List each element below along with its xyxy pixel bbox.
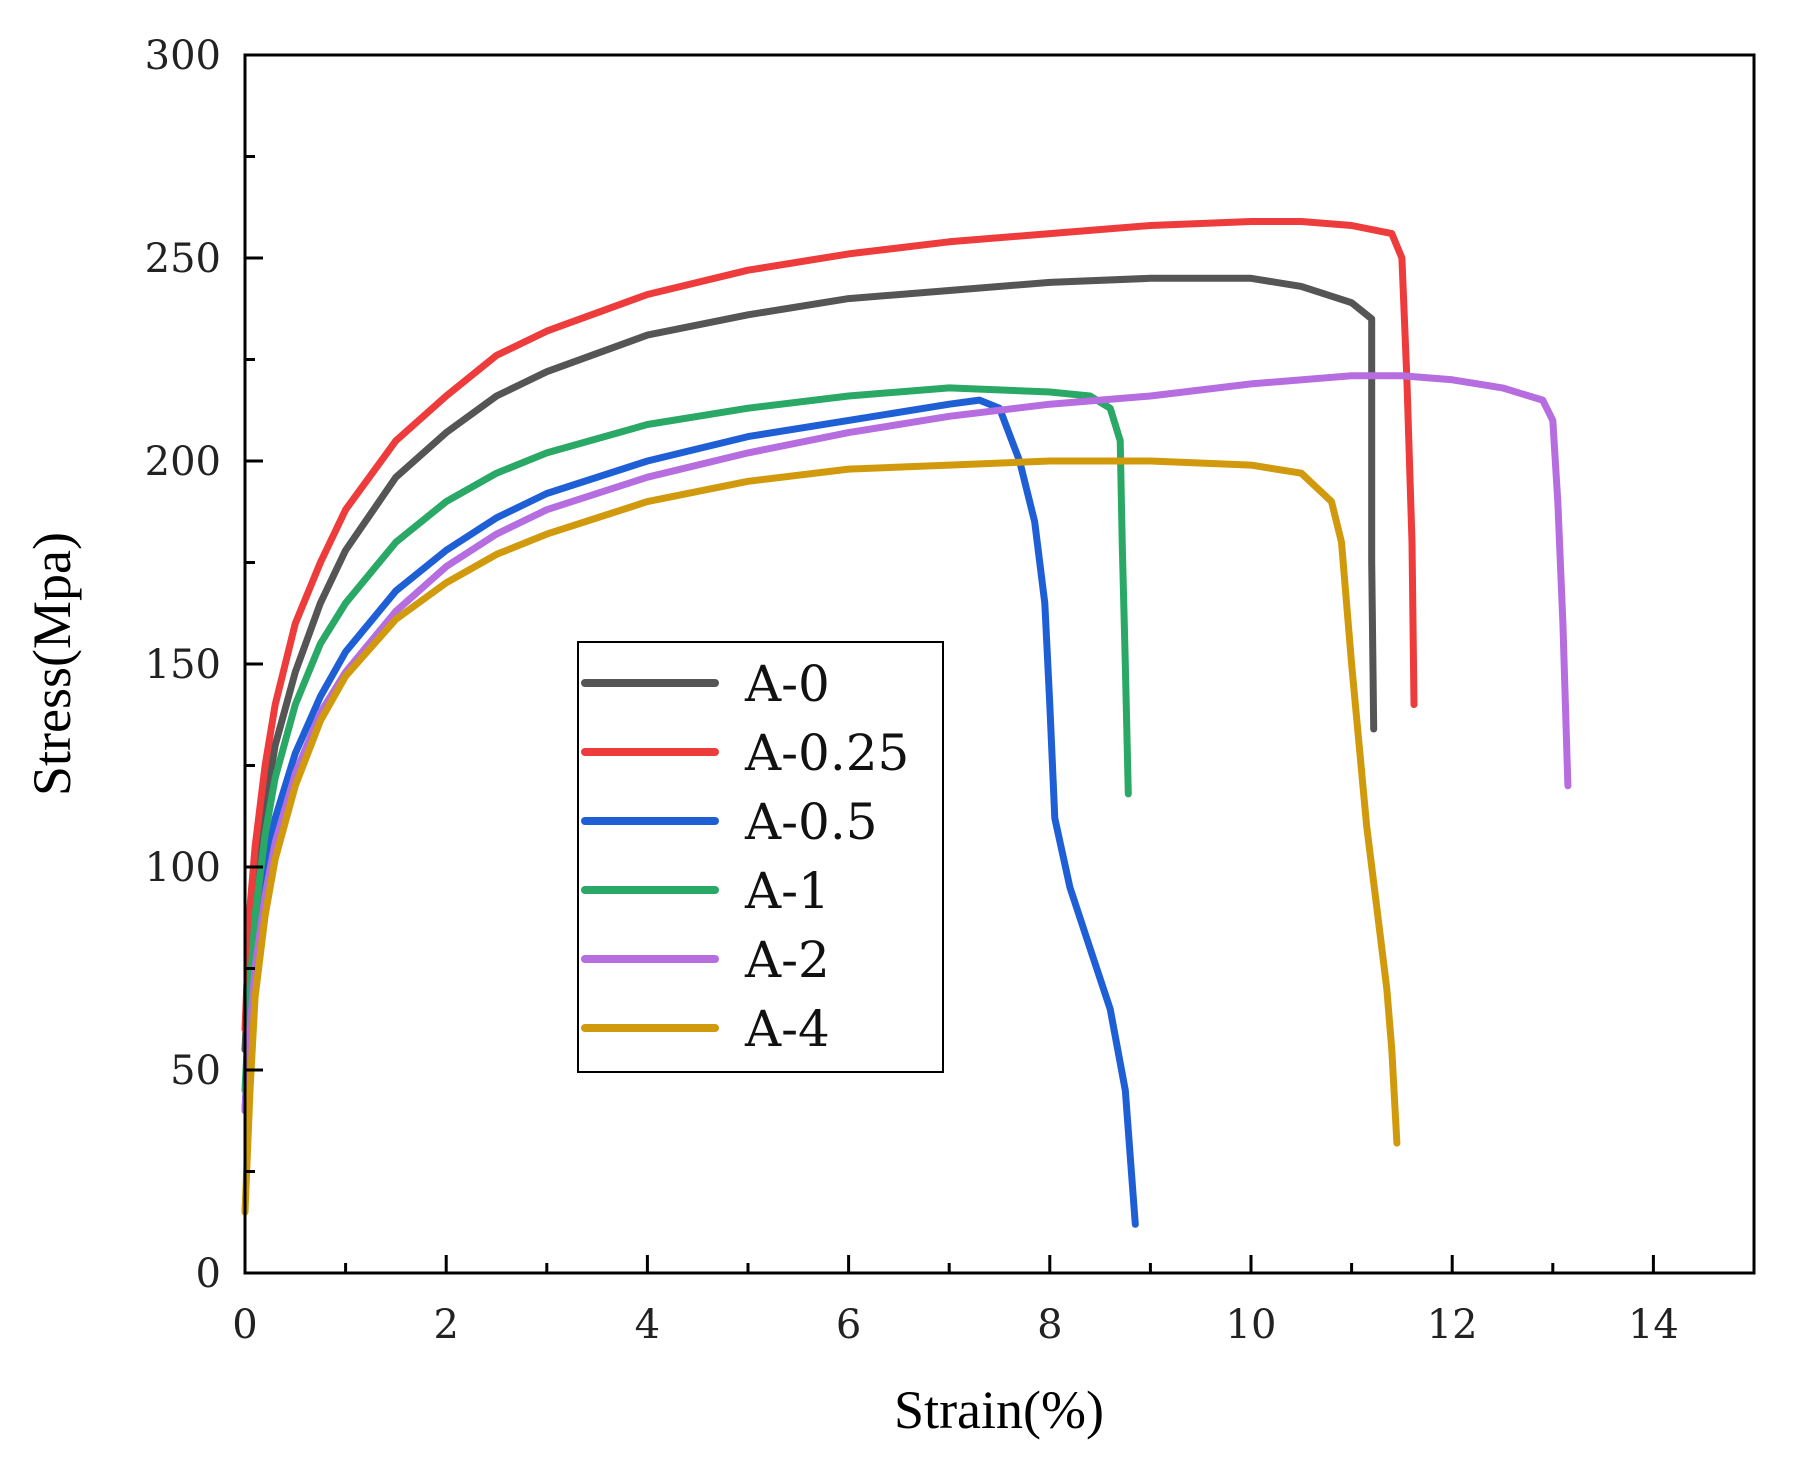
x-tick-label: 2: [433, 1302, 458, 1348]
x-tick-label: 8: [1037, 1302, 1062, 1348]
y-tick-label: 50: [170, 1048, 221, 1094]
series-line-A-0.5: [241, 396, 1139, 1228]
x-tick-label: 0: [232, 1302, 257, 1348]
ticks: 0 2 4 6 8 10 12 14 0 50 100 150 200 250 300: [145, 33, 1679, 1348]
legend-label: A-0.5: [744, 793, 878, 851]
x-tick-label: 6: [836, 1302, 861, 1348]
series-line-A-4: [241, 457, 1401, 1216]
legend-label: A-0: [744, 655, 830, 713]
plot-area: [241, 218, 1572, 1228]
y-tick-label: 200: [145, 439, 221, 485]
series-line-A-0: [241, 274, 1378, 1054]
x-axis-title: Strain(%): [894, 1380, 1104, 1440]
legend-label: A-2: [744, 931, 830, 989]
series-line-A-0.25: [241, 218, 1418, 1033]
series-line-A-1: [241, 384, 1132, 1094]
legend-label: A-0.25: [744, 724, 909, 782]
series-line-A-2: [241, 372, 1572, 1115]
legend: A-0 A-0.25 A-0.5 A-1 A-2 A-4: [577, 641, 944, 1073]
x-tick-label: 14: [1628, 1302, 1679, 1348]
x-tick-label: 10: [1226, 1302, 1277, 1348]
y-tick-label: 100: [145, 845, 221, 891]
y-tick-label: 0: [196, 1251, 221, 1297]
y-axis-title: Stress(Mpa): [22, 532, 82, 796]
y-tick-label: 250: [145, 236, 221, 282]
y-tick-label: 300: [145, 33, 221, 79]
legend-box: [577, 641, 944, 1073]
y-tick-label: 150: [145, 642, 221, 688]
x-tick-label: 4: [635, 1302, 660, 1348]
legend-label: A-1: [744, 862, 830, 920]
x-tick-label: 12: [1427, 1302, 1478, 1348]
legend-label: A-4: [744, 1000, 830, 1058]
